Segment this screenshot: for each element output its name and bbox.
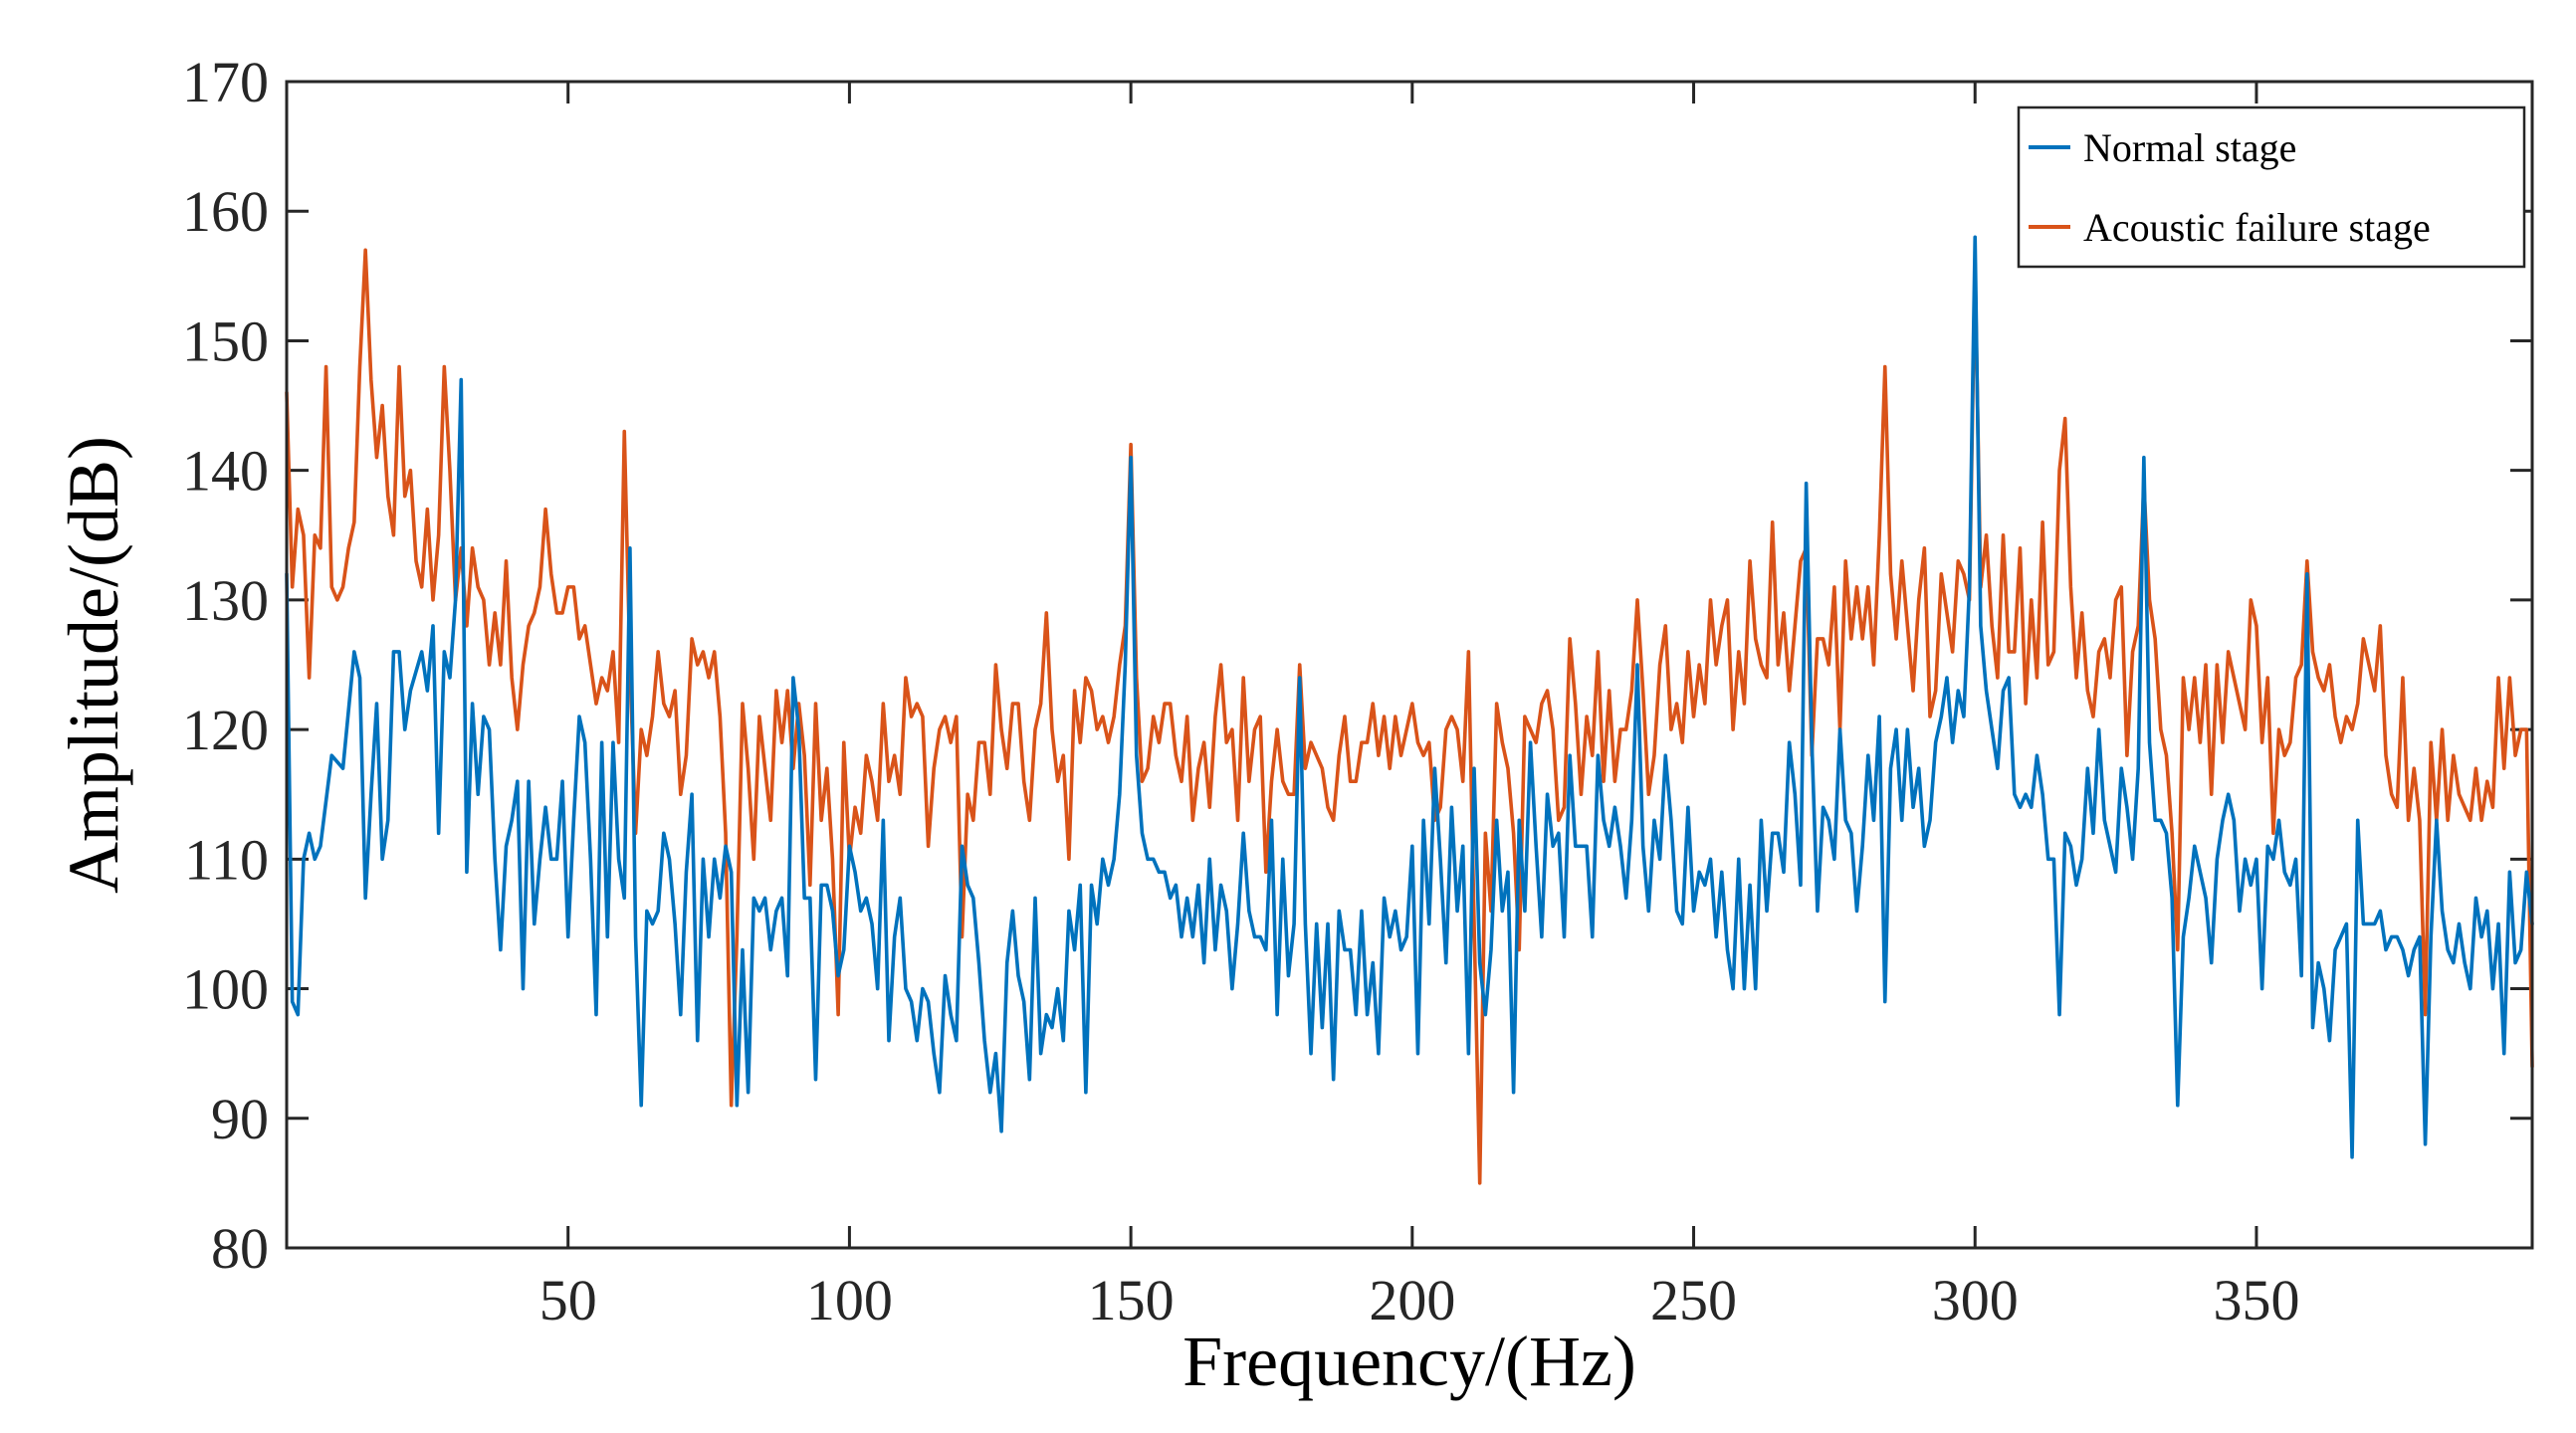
y-tick-label-170: 170	[182, 50, 269, 114]
y-tick-label-140: 140	[182, 439, 269, 504]
x-tick-label-350: 350	[2213, 1268, 2299, 1332]
y-tick-label-100: 100	[182, 957, 269, 1022]
x-tick-label-300: 300	[1932, 1268, 2019, 1332]
series-line-acoustic-failure-stage	[285, 248, 2534, 1185]
y-tick-label-150: 150	[182, 308, 269, 373]
legend-box	[2017, 105, 2526, 269]
series-layer	[285, 235, 2534, 1185]
y-tick-label-80: 80	[211, 1216, 269, 1281]
y-tick-label-120: 120	[182, 698, 269, 762]
y-axis-title: Amplitude/(dB)	[54, 436, 133, 894]
series-line-normal-stage	[285, 235, 2534, 1159]
x-axis-title: Frequency/(Hz)	[1182, 1322, 1636, 1401]
x-tick-label-250: 250	[1650, 1268, 1737, 1332]
legend-label-acoustic-failure-stage: Acoustic failure stage	[2083, 205, 2431, 250]
x-tick-label-50: 50	[539, 1268, 597, 1332]
x-tick-label-100: 100	[806, 1268, 893, 1332]
legend-label-normal-stage: Normal stage	[2083, 125, 2296, 170]
plot-frame	[285, 80, 2534, 1250]
y-axis-tick-labels: 80 90 100 110 120 130 140 150 160 170	[182, 50, 269, 1281]
y-tick-label-110: 110	[184, 827, 269, 892]
y-tick-label-160: 160	[182, 179, 269, 244]
y-tick-label-130: 130	[182, 568, 269, 633]
x-axis-tick-labels: 50 100 150 200 250 300 350	[539, 1268, 2300, 1332]
legend: Normal stage Acoustic failure stage	[2017, 105, 2526, 269]
y-tick-label-90: 90	[211, 1087, 269, 1151]
x-tick-label-200: 200	[1369, 1268, 1455, 1332]
x-tick-label-150: 150	[1088, 1268, 1175, 1332]
